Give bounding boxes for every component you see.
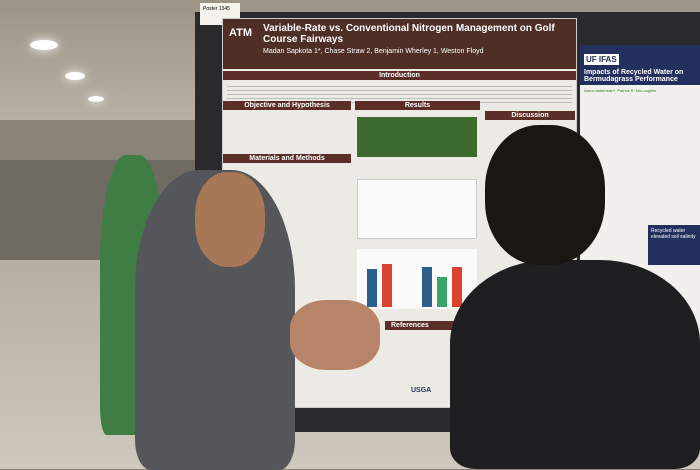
ifas-header: UF IFAS Impacts of Recycled Water on Ber… xyxy=(580,45,700,85)
adjacent-poster-title: Impacts of Recycled Water on Bermudagras… xyxy=(584,69,684,83)
ceiling-light xyxy=(65,72,85,80)
tamu-logo: ATM xyxy=(229,27,253,39)
poster-title: Variable-Rate vs. Conventional Nitrogen … xyxy=(263,23,555,45)
bar-chart-figure xyxy=(357,249,477,309)
finding-banner: Recycled water elevated soil salinity xyxy=(648,225,700,265)
visitor-head xyxy=(485,125,605,265)
intro-text xyxy=(227,83,572,103)
section-methods: Materials and Methods xyxy=(223,154,351,163)
section-objective: Objective and Hypothesis xyxy=(223,101,351,110)
presenter-face xyxy=(195,172,265,267)
visitor xyxy=(450,260,700,469)
line-chart-figure xyxy=(357,179,477,239)
section-introduction: Introduction xyxy=(223,71,576,80)
ufifas-logo: UF IFAS xyxy=(584,54,619,65)
poster-authors: Madan Sapkota 1*, Chase Straw 2, Benjami… xyxy=(263,48,484,55)
section-discussion: Discussion xyxy=(485,111,575,120)
presenter-hand xyxy=(290,300,380,370)
section-results: Results xyxy=(355,101,480,110)
ceiling-light xyxy=(88,96,104,102)
aerial-image xyxy=(357,117,477,157)
poster-header: ATM Variable-Rate vs. Conventional Nitro… xyxy=(223,19,576,69)
adjacent-poster-authors: Aaron Ackerman*, Patrick R. McLoughlin xyxy=(584,88,657,93)
ceiling-light xyxy=(30,40,58,50)
usga-logo: USGA xyxy=(411,387,432,394)
